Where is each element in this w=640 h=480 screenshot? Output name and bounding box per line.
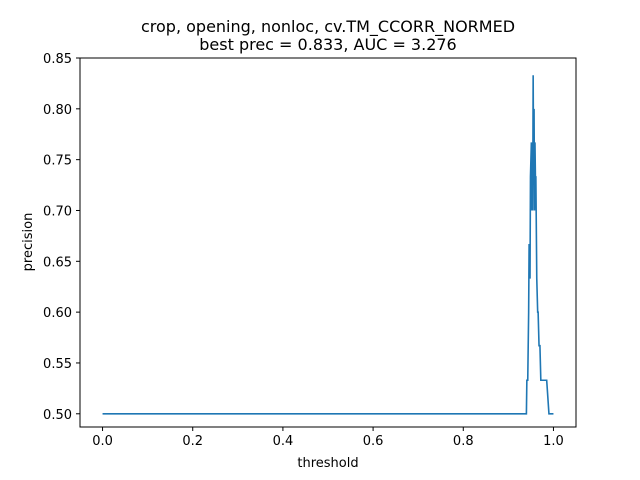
y-tick-label: 0.80 (43, 103, 72, 118)
x-tick-label: 0.2 (182, 434, 203, 449)
y-tick-label: 0.65 (43, 255, 72, 270)
y-tick-label: 0.50 (43, 408, 72, 423)
y-tick-label: 0.85 (43, 52, 72, 67)
chart-title: crop, opening, nonloc, cv.TM_CCORR_NORME… (141, 17, 515, 37)
y-tick-label: 0.70 (43, 204, 72, 219)
plot-area (102, 75, 554, 415)
axis-ticks: 0.0 0.2 0.4 0.6 0.8 1.0 0.50 0.55 0.60 0.65 0.70 0.… (43, 52, 564, 449)
x-tick-label: 0.0 (92, 434, 113, 449)
y-tick-label: 0.75 (43, 154, 72, 169)
x-tick-label: 1.0 (543, 434, 564, 449)
chart-subtitle: best prec = 0.833, AUC = 3.276 (199, 35, 456, 54)
x-axis-label: threshold (297, 456, 358, 471)
y-axis-label: precision (21, 213, 36, 272)
y-tick-label: 0.55 (43, 357, 72, 372)
plot-frame (79, 57, 577, 428)
x-tick-label: 0.4 (273, 434, 294, 449)
series-line (102, 75, 554, 415)
x-tick-label: 0.6 (363, 434, 384, 449)
x-tick-label: 0.8 (453, 434, 474, 449)
y-tick-label: 0.60 (43, 306, 72, 321)
